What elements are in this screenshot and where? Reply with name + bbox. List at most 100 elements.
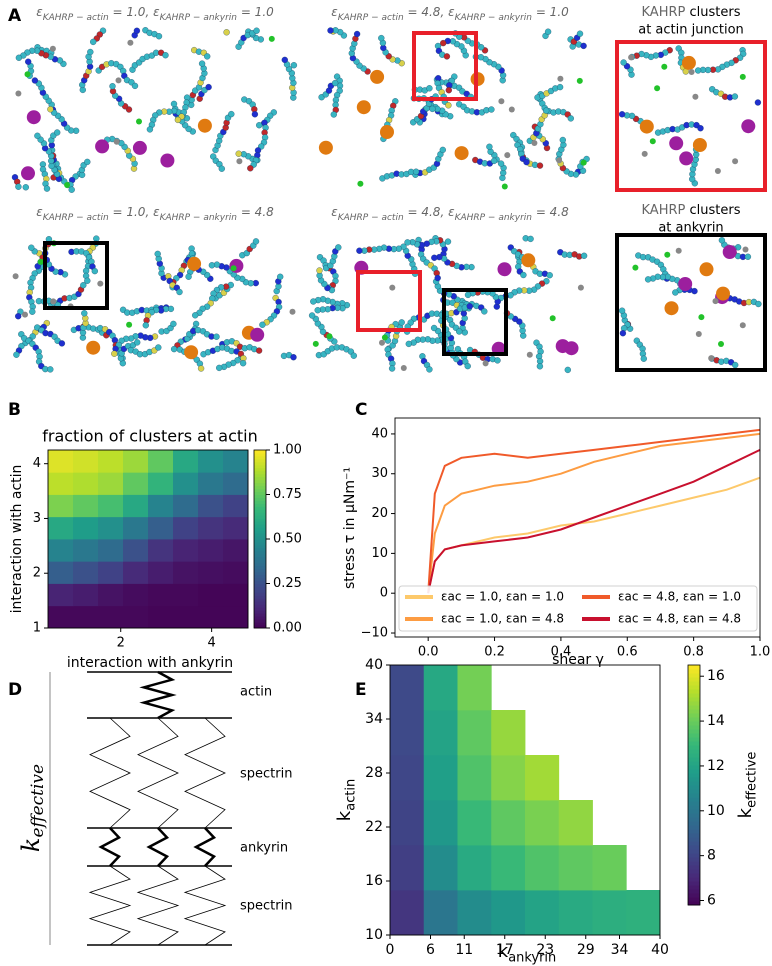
- particle: [576, 77, 583, 84]
- heatmap-cell: [457, 890, 492, 936]
- colorbar-step: [254, 473, 266, 478]
- particle: [15, 90, 22, 97]
- colorbar-step: [254, 595, 266, 599]
- bead: [388, 365, 396, 372]
- colorbar-step: [688, 873, 700, 878]
- particle: [739, 73, 746, 80]
- spring-label: spectrin: [240, 767, 292, 782]
- heatmap-cell: [390, 800, 425, 846]
- heatmap-cell: [223, 450, 249, 473]
- colorbar-step: [254, 452, 266, 457]
- bead: [640, 355, 647, 362]
- particle: [739, 322, 746, 329]
- colorbar-step: [254, 550, 266, 555]
- x-tick-label: 0.0: [418, 645, 439, 660]
- colorbar-step: [254, 464, 266, 469]
- y-tick-label: 16: [365, 873, 383, 889]
- series-line: [427, 432, 761, 594]
- bead: [536, 162, 544, 169]
- caption-part: ε: [36, 5, 43, 19]
- particle: [708, 355, 715, 362]
- colorbar-tick-label: 8: [707, 848, 716, 864]
- particle: [698, 314, 705, 321]
- particle: [695, 331, 702, 337]
- caption-part: ε: [331, 205, 338, 219]
- colorbar-step: [688, 773, 700, 778]
- colorbar-step: [254, 559, 266, 564]
- bead: [84, 158, 91, 166]
- bead: [142, 322, 149, 329]
- colorbar-step: [688, 765, 700, 770]
- particle: [49, 45, 56, 52]
- bead: [111, 350, 118, 357]
- particle: [526, 351, 533, 358]
- particle: [497, 262, 512, 277]
- heatmap-cell: [148, 494, 174, 518]
- particle: [64, 182, 71, 188]
- bead: [527, 235, 534, 243]
- particle: [187, 256, 202, 271]
- heatmap-cell: [173, 539, 199, 562]
- heatmap-cell: [123, 539, 149, 562]
- bead: [456, 328, 463, 335]
- bead: [520, 271, 527, 279]
- heatmap-cell: [423, 710, 458, 756]
- heatmap-cell: [173, 450, 199, 473]
- colorbar-step: [254, 458, 266, 463]
- particle: [326, 333, 333, 340]
- colorbar-step: [688, 737, 700, 742]
- particle: [113, 138, 120, 145]
- bead: [486, 143, 493, 150]
- bead: [488, 106, 495, 113]
- y-tick-label: 3: [33, 511, 41, 526]
- colorbar-step: [254, 625, 266, 629]
- heatmap-cell: [148, 539, 174, 562]
- caption-part: KAHRP − actin: [43, 213, 109, 223]
- colorbar-step: [254, 455, 266, 460]
- colorbar-step: [688, 837, 700, 842]
- heatmap-cell: [48, 605, 74, 629]
- bead: [155, 33, 163, 40]
- colorbar-step: [688, 861, 700, 866]
- colorbar-step: [688, 689, 700, 694]
- colorbar-step: [688, 853, 700, 858]
- colorbar-step: [688, 785, 700, 790]
- x-tick-label: 0.8: [683, 645, 704, 660]
- particle: [379, 339, 385, 346]
- spring-label: ankyrin: [240, 841, 288, 856]
- label-main: k: [334, 810, 355, 821]
- heatmap-cell: [525, 845, 560, 891]
- colorbar-step: [254, 580, 266, 584]
- heatmap-cell: [123, 494, 149, 518]
- heatmap-cell: [423, 845, 458, 891]
- bead: [213, 333, 220, 340]
- bead: [744, 253, 752, 260]
- heatmap-cell: [148, 450, 174, 473]
- heatmap-cell: [123, 450, 149, 473]
- colorbar-step: [254, 503, 266, 507]
- bead: [281, 56, 288, 64]
- caption-part: = 4.8: [532, 205, 569, 219]
- legend-label: εac = 4.8, εan = 4.8: [618, 612, 741, 626]
- heatmap-cell: [148, 561, 174, 584]
- heatmap-cell: [98, 472, 124, 495]
- colorbar-step: [254, 613, 266, 617]
- highlight-box: [412, 31, 478, 101]
- panel-label: A: [8, 6, 22, 26]
- bead: [464, 362, 471, 370]
- particle: [661, 63, 668, 70]
- bead: [43, 185, 51, 192]
- bead: [109, 83, 116, 90]
- y-tick-label: 34: [365, 711, 383, 727]
- particle: [664, 251, 671, 258]
- particle: [37, 258, 44, 265]
- particle: [557, 75, 564, 82]
- colorbar-step: [254, 619, 266, 623]
- heatmap-cell: [390, 665, 425, 711]
- heatmap-cell: [592, 845, 627, 891]
- spring: [193, 827, 217, 867]
- particle: [370, 69, 385, 84]
- particle: [649, 138, 656, 145]
- colorbar-step: [688, 881, 700, 886]
- heatmap-cell: [423, 890, 458, 936]
